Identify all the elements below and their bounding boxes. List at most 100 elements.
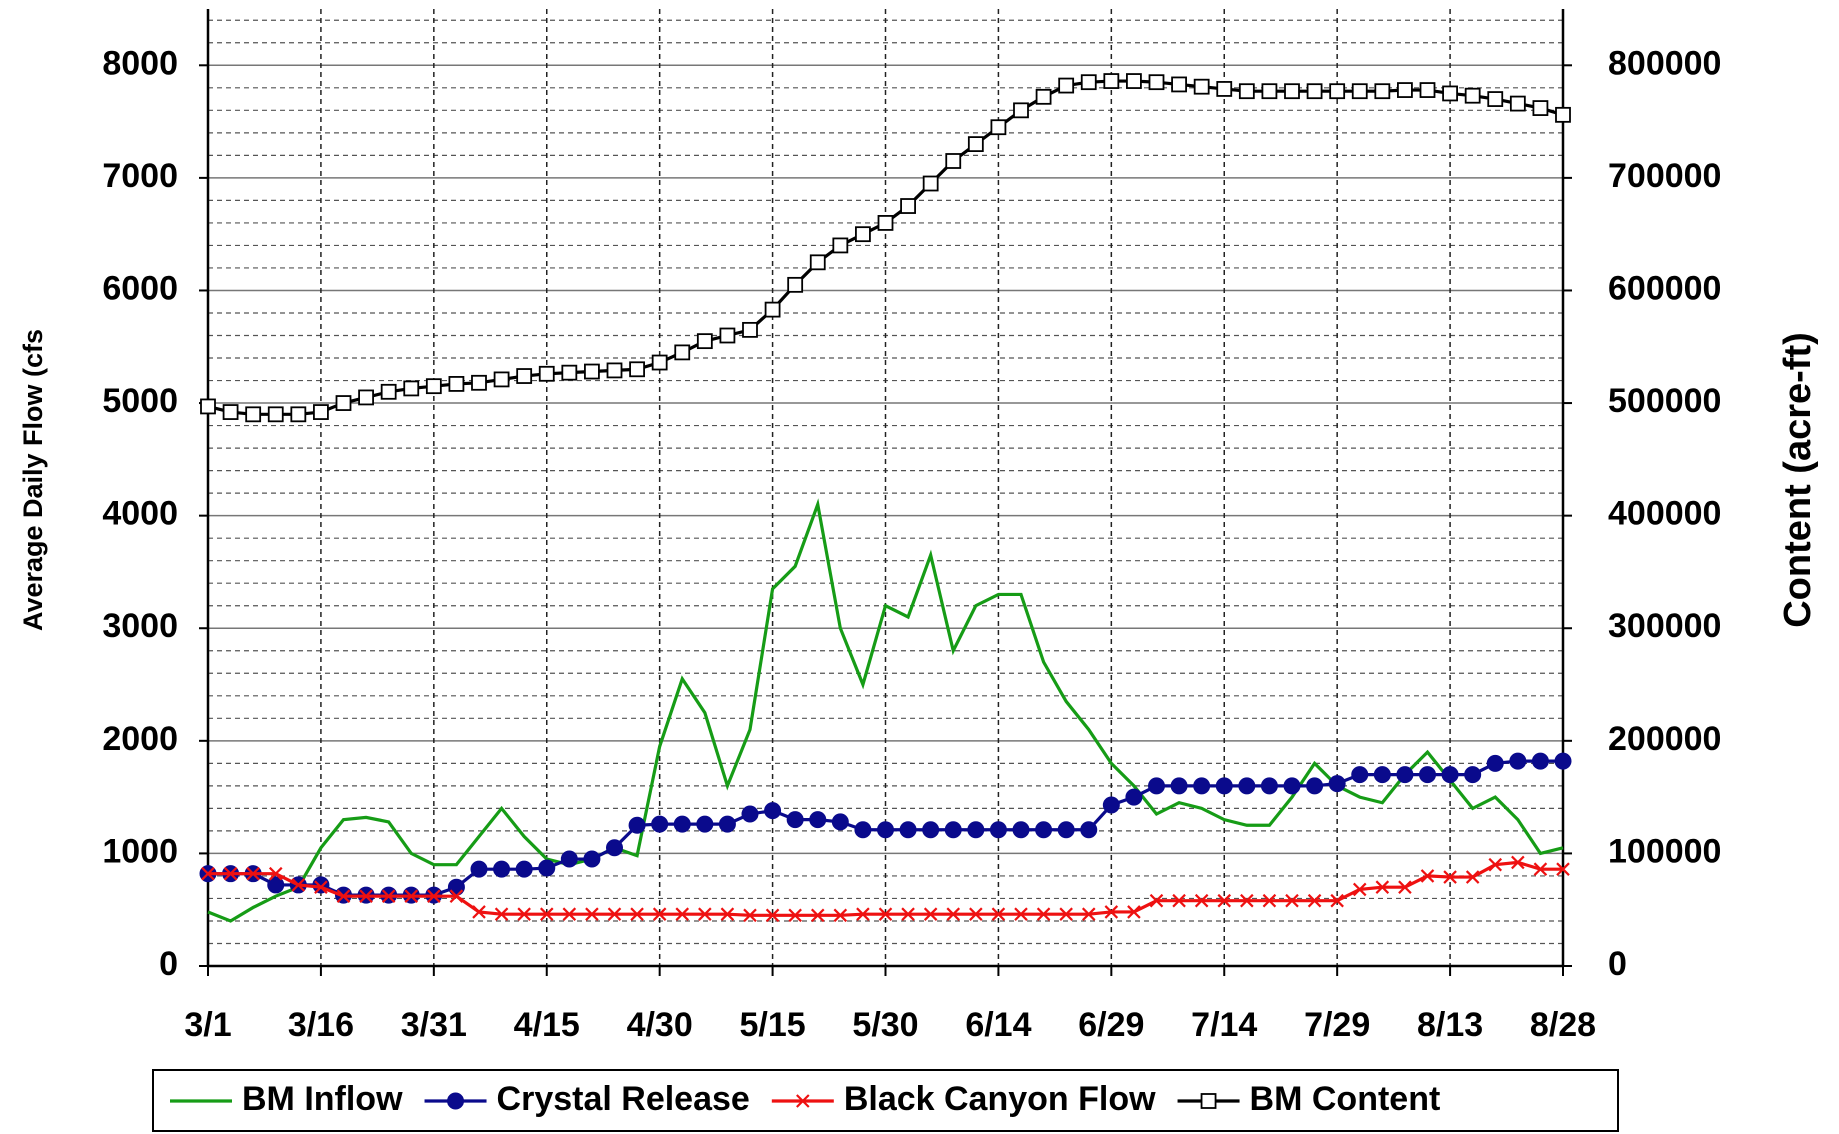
point xyxy=(1261,83,1278,100)
point xyxy=(967,821,985,839)
point xyxy=(381,889,396,903)
point xyxy=(651,354,668,371)
point xyxy=(854,821,872,839)
point xyxy=(1193,777,1211,795)
legend-label: Crystal Release xyxy=(497,1080,750,1118)
point xyxy=(359,889,373,903)
point xyxy=(1441,766,1459,784)
point xyxy=(1464,766,1482,784)
point xyxy=(1194,893,1209,908)
point xyxy=(1533,862,1548,876)
point xyxy=(1509,752,1527,770)
point xyxy=(856,907,870,921)
point xyxy=(1058,77,1075,94)
point xyxy=(200,398,216,415)
point xyxy=(515,860,533,878)
point xyxy=(651,815,669,833)
point xyxy=(1216,81,1233,97)
point xyxy=(222,404,239,420)
y-tick-label: 8000 xyxy=(102,44,178,82)
point xyxy=(718,815,736,833)
point xyxy=(268,866,283,881)
point xyxy=(1035,88,1052,105)
point xyxy=(855,226,871,243)
point xyxy=(1172,893,1186,908)
y-tick-label: 2000 xyxy=(102,720,178,758)
point xyxy=(1012,821,1030,839)
point xyxy=(1013,102,1029,119)
series-markers xyxy=(201,855,1570,923)
x-tick-label: 7/14 xyxy=(1191,1006,1257,1044)
point xyxy=(1104,905,1119,919)
point xyxy=(832,237,849,254)
point xyxy=(1193,78,1210,95)
point xyxy=(447,1092,465,1110)
point xyxy=(1035,821,1053,839)
point xyxy=(1554,752,1572,770)
point xyxy=(1171,76,1187,93)
point xyxy=(606,362,623,379)
point xyxy=(1215,777,1233,795)
y-tick-label: 1000 xyxy=(102,832,178,870)
x-tick-label: 7/29 xyxy=(1304,1006,1370,1044)
point xyxy=(470,860,488,878)
point xyxy=(1148,74,1165,91)
point xyxy=(831,813,849,831)
point xyxy=(719,327,736,344)
legend-label: BM Content xyxy=(1250,1080,1441,1118)
point xyxy=(991,907,1006,921)
x-tick-label: 4/15 xyxy=(514,1006,580,1044)
point xyxy=(201,866,215,881)
point xyxy=(765,908,780,923)
y-tick-label: 3000 xyxy=(102,607,178,645)
point xyxy=(1080,74,1097,91)
point xyxy=(946,907,961,921)
point xyxy=(629,361,645,378)
point xyxy=(742,321,758,338)
point xyxy=(743,908,757,923)
point xyxy=(1420,869,1435,883)
point xyxy=(267,876,285,894)
point xyxy=(1330,893,1344,908)
point xyxy=(1284,83,1300,100)
point xyxy=(1217,893,1232,908)
point xyxy=(810,908,825,923)
point xyxy=(313,404,329,420)
point xyxy=(787,276,804,293)
point xyxy=(877,821,894,839)
point xyxy=(1531,752,1549,770)
point xyxy=(1509,95,1526,112)
point xyxy=(1307,893,1322,908)
point xyxy=(1306,83,1323,100)
point xyxy=(1442,85,1458,102)
point xyxy=(267,406,284,423)
point xyxy=(673,815,691,833)
y2-tick-label: 800000 xyxy=(1608,44,1721,82)
point xyxy=(1373,766,1391,784)
y2-tick-label: 700000 xyxy=(1608,157,1721,195)
point xyxy=(291,878,306,892)
point xyxy=(1126,73,1142,89)
point xyxy=(1081,907,1096,921)
x-tick-label: 3/1 xyxy=(184,1006,231,1044)
point xyxy=(741,805,759,823)
point xyxy=(1127,905,1141,919)
point xyxy=(764,802,782,820)
point xyxy=(358,389,374,406)
point xyxy=(809,811,827,829)
point xyxy=(1419,766,1436,784)
point xyxy=(1240,893,1254,908)
y2-tick-label: 100000 xyxy=(1608,832,1721,870)
point xyxy=(1329,83,1346,100)
legend-label: BM Inflow xyxy=(242,1080,403,1118)
point xyxy=(425,378,442,395)
point xyxy=(809,254,826,271)
point xyxy=(471,374,487,391)
point xyxy=(1260,777,1278,795)
point xyxy=(796,1094,810,1108)
x-tick-label: 4/30 xyxy=(627,1006,693,1044)
y-axis-label: Average Daily Flow (cfs xyxy=(18,329,48,631)
point xyxy=(404,889,419,903)
point xyxy=(989,821,1007,839)
y2-tick-label: 400000 xyxy=(1608,495,1721,533)
